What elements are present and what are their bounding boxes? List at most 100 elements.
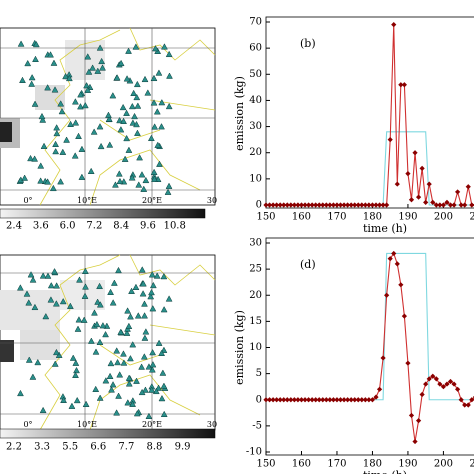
y-tick-label: 50 — [249, 69, 262, 80]
colorbar — [0, 208, 206, 219]
data-point — [458, 397, 464, 403]
station — [124, 399, 132, 406]
station — [17, 389, 24, 397]
station — [39, 272, 47, 279]
data-point — [359, 202, 365, 208]
y-tick-label: 0 — [256, 394, 262, 405]
station — [57, 100, 65, 107]
station — [78, 145, 86, 152]
station — [131, 112, 138, 120]
colorbar-label: 3.3 — [34, 442, 50, 453]
shade — [0, 122, 12, 142]
station — [166, 72, 173, 79]
y-tick-label: 10 — [249, 173, 262, 184]
station — [32, 55, 39, 62]
station — [130, 89, 138, 97]
station — [139, 290, 147, 297]
station — [158, 349, 166, 357]
station — [44, 84, 52, 91]
station — [44, 272, 52, 279]
station — [37, 162, 45, 169]
station — [138, 388, 146, 396]
station — [24, 59, 32, 67]
station — [58, 107, 66, 115]
station — [116, 177, 124, 185]
station — [116, 371, 124, 378]
data-point — [373, 394, 379, 400]
lon-label: 30 — [207, 196, 217, 205]
station — [59, 297, 67, 305]
data-point — [337, 202, 344, 208]
y-tick-label: 60 — [249, 43, 262, 54]
y-tick-label: 15 — [249, 316, 262, 327]
x-tick-label: 190 — [398, 212, 417, 223]
station — [155, 384, 162, 391]
station — [150, 168, 158, 175]
station — [159, 369, 167, 376]
data-point — [391, 22, 397, 28]
data-point — [284, 397, 290, 403]
data-point — [455, 189, 461, 195]
station — [114, 358, 121, 366]
station — [160, 382, 168, 389]
colorbar-label: 2.4 — [6, 221, 22, 232]
station — [160, 272, 168, 280]
station — [34, 358, 42, 366]
station — [39, 406, 47, 414]
series-line — [266, 252, 474, 401]
colorbar-label: 9.6 — [140, 221, 156, 232]
y-tick-label: 20 — [249, 290, 262, 301]
data-point — [412, 438, 418, 445]
data-point — [284, 202, 290, 208]
data-point — [426, 181, 432, 187]
station — [119, 103, 127, 111]
station — [128, 102, 136, 110]
lon-label: 20°E — [142, 196, 162, 205]
station — [28, 73, 36, 81]
station — [53, 124, 61, 131]
y-axis-label: emission (kg) — [233, 310, 246, 385]
data-point — [433, 202, 439, 208]
station — [125, 380, 133, 387]
station — [71, 98, 79, 105]
x-tick-label: 210 — [469, 212, 474, 223]
station — [102, 377, 110, 384]
y-tick-label: 25 — [249, 264, 262, 275]
station — [113, 409, 121, 416]
colorbar-label: 8.8 — [147, 442, 163, 453]
station — [107, 288, 115, 295]
y-tick-label: 40 — [249, 95, 262, 106]
x-tick-label: 180 — [363, 212, 382, 223]
station — [148, 271, 156, 278]
station — [51, 267, 58, 275]
data-point — [330, 202, 337, 208]
station — [133, 80, 141, 88]
station — [153, 272, 161, 279]
data-point — [281, 202, 287, 208]
shade — [60, 280, 105, 310]
colorbar-label: 9.9 — [175, 442, 191, 453]
data-point — [440, 384, 447, 390]
data-point — [334, 202, 340, 208]
x-tick-label: 190 — [398, 459, 417, 470]
panel-label: (d) — [300, 258, 316, 271]
data-point — [274, 202, 280, 208]
station — [120, 117, 127, 125]
lon-label: 20°E — [142, 420, 162, 429]
station — [149, 361, 157, 368]
data-point — [437, 202, 443, 208]
data-point — [345, 202, 351, 208]
data-point — [430, 199, 436, 205]
data-point — [398, 82, 404, 88]
station — [141, 300, 148, 307]
station — [128, 287, 135, 294]
station — [164, 188, 172, 195]
data-point — [426, 376, 432, 382]
station — [165, 295, 173, 302]
station — [87, 337, 95, 344]
data-point — [376, 202, 383, 208]
data-point — [462, 202, 468, 208]
data-point — [419, 391, 425, 398]
station — [73, 396, 81, 404]
station — [116, 116, 124, 124]
